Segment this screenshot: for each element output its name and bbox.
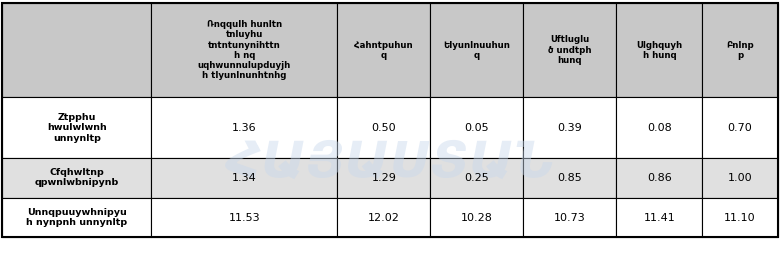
- Text: 0.70: 0.70: [728, 123, 753, 133]
- Text: 1.00: 1.00: [728, 173, 753, 183]
- Text: 11.10: 11.10: [724, 213, 756, 223]
- Bar: [431, 3, 523, 97]
- Bar: [2, 3, 151, 97]
- Bar: [702, 97, 778, 158]
- Bar: [523, 3, 616, 97]
- Bar: [702, 198, 778, 237]
- Bar: [616, 198, 702, 237]
- Bar: [337, 97, 431, 158]
- Bar: [431, 158, 523, 198]
- Bar: [151, 158, 337, 198]
- Text: ՀԱՅԱUՏԱՆ: ՀԱՅԱUՏԱՆ: [225, 138, 555, 186]
- Text: Հahntpuhun
q: Հahntpuhun q: [354, 41, 413, 60]
- Text: 0.08: 0.08: [647, 123, 672, 133]
- Text: 1.36: 1.36: [232, 123, 257, 133]
- Bar: [2, 3, 778, 237]
- Bar: [523, 97, 616, 158]
- Text: Ztpphu
hwulwlwnh
unnynltp: Ztpphu hwulwlwnh unnynltp: [47, 113, 107, 143]
- Bar: [2, 97, 151, 158]
- Bar: [151, 3, 337, 97]
- Bar: [337, 198, 431, 237]
- Text: Ulghquyh
h hunq: Ulghquyh h hunq: [636, 41, 682, 60]
- Text: 10.73: 10.73: [554, 213, 586, 223]
- Bar: [337, 158, 431, 198]
- Bar: [523, 198, 616, 237]
- Bar: [2, 158, 151, 198]
- Text: 11.41: 11.41: [644, 213, 675, 223]
- Bar: [151, 97, 337, 158]
- Text: 0.86: 0.86: [647, 173, 672, 183]
- Text: 1.34: 1.34: [232, 173, 257, 183]
- Text: 0.25: 0.25: [464, 173, 489, 183]
- Bar: [702, 158, 778, 198]
- Text: 0.85: 0.85: [558, 173, 582, 183]
- Bar: [431, 198, 523, 237]
- Text: 1.29: 1.29: [371, 173, 396, 183]
- Text: Cfqhwltnp
qpwnlwbnipynb: Cfqhwltnp qpwnlwbnipynb: [34, 168, 119, 187]
- Bar: [523, 158, 616, 198]
- Text: Եlyunlnuuhun
q: Եlyunlnuuhun q: [443, 41, 510, 60]
- Text: Uftluglu
ծ undtph
hunq: Uftluglu ծ undtph hunq: [548, 35, 591, 65]
- Text: 10.28: 10.28: [461, 213, 493, 223]
- Bar: [431, 97, 523, 158]
- Bar: [616, 3, 702, 97]
- Text: Ռnqqulh hunltn
tnluyhu
tntntunynihttn
h nq
uqhwunnulupduyjh
h tlyunlnunhtnhg: Ռnqqulh hunltn tnluyhu tntntunynihttn h …: [197, 20, 291, 80]
- Bar: [2, 198, 151, 237]
- Bar: [616, 97, 702, 158]
- Text: 0.50: 0.50: [371, 123, 396, 133]
- Bar: [616, 158, 702, 198]
- Text: 0.39: 0.39: [558, 123, 582, 133]
- Bar: [702, 3, 778, 97]
- Text: 11.53: 11.53: [229, 213, 260, 223]
- Text: 0.05: 0.05: [465, 123, 489, 133]
- Text: 12.02: 12.02: [368, 213, 399, 223]
- Bar: [337, 3, 431, 97]
- Bar: [151, 198, 337, 237]
- Text: Unnqpuuywhnipyu
h nynpnh unnynltp: Unnqpuuywhnipyu h nynpnh unnynltp: [27, 208, 127, 227]
- Text: Բnlnp
p: Բnlnp p: [726, 41, 754, 60]
